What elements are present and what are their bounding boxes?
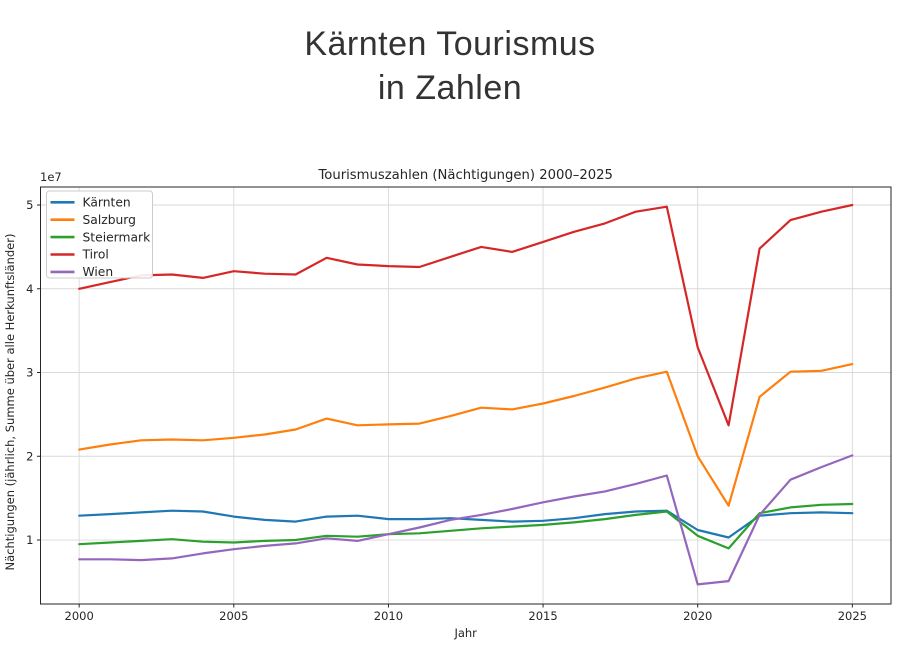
legend-label-tirol: Tirol bbox=[82, 248, 109, 262]
page-title-line1: Kärnten Tourismus bbox=[304, 25, 596, 63]
x-tick-label: 2015 bbox=[528, 609, 557, 623]
legend-label-kärnten: Kärnten bbox=[83, 196, 131, 210]
x-tick-label: 2000 bbox=[65, 609, 94, 623]
x-tick-label: 2025 bbox=[838, 609, 867, 623]
series-line-wien bbox=[78, 454, 854, 586]
y-tick-label: 3 bbox=[26, 366, 33, 380]
tick-marks bbox=[37, 204, 853, 608]
y-tick-label: 5 bbox=[26, 198, 33, 212]
tourism-line-chart: 2000 2005 2010 2015 2020 2025 1 2 3 4 5 Tourismusz… bbox=[0, 160, 900, 665]
legend-box bbox=[46, 190, 153, 279]
series-lines bbox=[78, 203, 854, 586]
legend: Kärnten Salzburg Steiermark Tirol Wien bbox=[46, 190, 153, 279]
y-axis-label: Nächtigungen (jährlich, Summe über alle … bbox=[3, 234, 17, 571]
grid-lines bbox=[40, 187, 891, 604]
x-tick-label: 2010 bbox=[374, 609, 403, 623]
series-line-tirol bbox=[78, 203, 854, 427]
x-tick-label: 2020 bbox=[683, 609, 712, 623]
y-tick-label: 2 bbox=[26, 449, 33, 463]
chart-title: Tourismuszahlen (Nächtigungen) 2000–2025 bbox=[317, 168, 612, 183]
x-tick-label: 2005 bbox=[219, 609, 248, 623]
y-tick-label: 1 bbox=[26, 533, 33, 547]
chart-canvas: 2000 2005 2010 2015 2020 2025 1 2 3 4 5 Tourismusz… bbox=[3, 168, 892, 640]
tick-labels: 2000 2005 2010 2015 2020 2025 1 2 3 4 5 bbox=[26, 198, 867, 623]
y-tick-label: 4 bbox=[26, 282, 33, 296]
axes-box bbox=[40, 186, 892, 605]
page-title: Kärnten Tourismus in Zahlen bbox=[0, 22, 900, 110]
legend-label-steiermark: Steiermark bbox=[83, 230, 152, 244]
page-title-line2: in Zahlen bbox=[377, 69, 523, 107]
axis-offset-text: 1e7 bbox=[40, 170, 62, 184]
series-line-salzburg bbox=[78, 363, 854, 507]
series-line-steiermark bbox=[78, 502, 854, 550]
legend-label-salzburg: Salzburg bbox=[83, 213, 136, 227]
x-axis-label: Jahr bbox=[453, 626, 477, 640]
series-line-kärnten bbox=[78, 509, 854, 539]
legend-label-wien: Wien bbox=[83, 265, 114, 279]
